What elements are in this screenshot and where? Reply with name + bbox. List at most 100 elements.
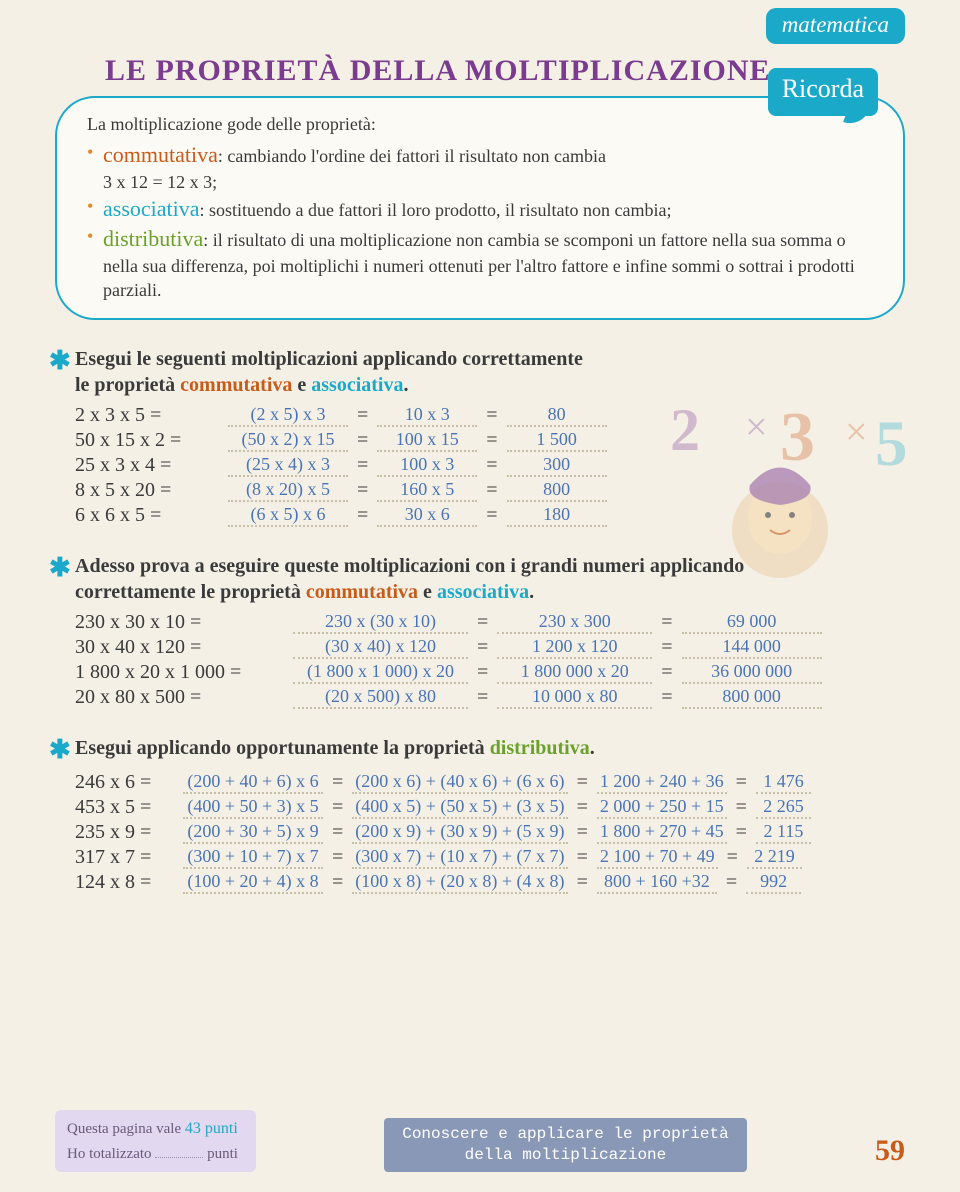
- exercise-2-title: Adesso prova a eseguire queste moltiplic…: [75, 553, 905, 605]
- calc-row: 453 x 5 =(400 + 50 + 3) x 5=(400 x 5) + …: [75, 796, 905, 819]
- answer-field[interactable]: 2 000 + 250 + 15: [597, 796, 727, 819]
- answer-field[interactable]: 1 800 + 270 + 45: [597, 821, 727, 844]
- reminder-commutativa: commutativa: cambiando l'ordine dei fatt…: [87, 140, 873, 170]
- lhs: 8 x 5 x 20 =: [75, 479, 225, 502]
- answer-field[interactable]: (200 + 30 + 5) x 9: [183, 821, 323, 844]
- calc-row: 6 x 6 x 5 =(6 x 5) x 6=30 x 6=180: [75, 504, 905, 527]
- lhs: 30 x 40 x 120 =: [75, 636, 290, 659]
- answer-field[interactable]: 300: [507, 454, 607, 477]
- answer-field[interactable]: 100 x 15: [377, 429, 477, 452]
- answer-field[interactable]: 160 x 5: [377, 479, 477, 502]
- answer-field[interactable]: 36 000 000: [682, 661, 822, 684]
- lhs: 6 x 6 x 5 =: [75, 504, 225, 527]
- calc-row: 8 x 5 x 20 =(8 x 20) x 5=160 x 5=800: [75, 479, 905, 502]
- label-commutativa: commutativa: [103, 142, 218, 167]
- answer-field[interactable]: 1 200 x 120: [497, 636, 652, 659]
- calc-row: 20 x 80 x 500 =(20 x 500) x 80=10 000 x …: [75, 686, 905, 709]
- answer-field[interactable]: (200 x 9) + (30 x 9) + (5 x 9): [352, 821, 567, 844]
- reminder-box: La moltiplicazione gode delle proprietà:…: [55, 96, 905, 320]
- footer-title: Conoscere e applicare le proprietàdella …: [384, 1118, 746, 1172]
- answer-field[interactable]: 2 219: [747, 846, 802, 869]
- subject-badge: matematica: [766, 8, 905, 44]
- answer-field[interactable]: (2 x 5) x 3: [228, 404, 348, 427]
- answer-field[interactable]: 1 200 + 240 + 36: [597, 771, 727, 794]
- calc-row: 2 x 3 x 5 =(2 x 5) x 3=10 x 3=80: [75, 404, 905, 427]
- answer-field[interactable]: (8 x 20) x 5: [228, 479, 348, 502]
- exercise-3: ✱ Esegui applicando opportunamente la pr…: [55, 735, 905, 894]
- reminder-intro: La moltiplicazione gode delle proprietà:: [87, 112, 873, 136]
- calc-row: 124 x 8 =(100 + 20 + 4) x 8=(100 x 8) + …: [75, 871, 905, 894]
- exercise-1: ✱ Esegui le seguenti moltiplicazioni app…: [55, 346, 905, 527]
- example-commutativa: 3 x 12 = 12 x 3;: [87, 170, 873, 194]
- calc-row: 50 x 15 x 2 =(50 x 2) x 15=100 x 15=1 50…: [75, 429, 905, 452]
- lhs: 246 x 6 =: [75, 771, 180, 794]
- answer-field[interactable]: 992: [746, 871, 801, 894]
- lhs: 50 x 15 x 2 =: [75, 429, 225, 452]
- page-number: 59: [875, 1134, 905, 1172]
- answer-field[interactable]: 800 + 160 +32: [597, 871, 717, 894]
- answer-field[interactable]: (200 + 40 + 6) x 6: [183, 771, 323, 794]
- answer-field[interactable]: 1 500: [507, 429, 607, 452]
- answer-field[interactable]: (100 x 8) + (20 x 8) + (4 x 8): [352, 871, 567, 894]
- answer-field[interactable]: 2 115: [756, 821, 811, 844]
- answer-field[interactable]: 2 265: [756, 796, 811, 819]
- answer-field[interactable]: 10 x 3: [377, 404, 477, 427]
- answer-field[interactable]: 30 x 6: [377, 504, 477, 527]
- calc-row: 317 x 7 =(300 + 10 + 7) x 7=(300 x 7) + …: [75, 846, 905, 869]
- answer-field[interactable]: (300 x 7) + (10 x 7) + (7 x 7): [352, 846, 567, 869]
- answer-field[interactable]: (400 x 5) + (50 x 5) + (3 x 5): [352, 796, 567, 819]
- lhs: 317 x 7 =: [75, 846, 180, 869]
- answer-field[interactable]: (100 + 20 + 4) x 8: [183, 871, 323, 894]
- lhs: 20 x 80 x 500 =: [75, 686, 290, 709]
- calc-row: 25 x 3 x 4 =(25 x 4) x 3=100 x 3=300: [75, 454, 905, 477]
- text-distributiva: : il risultato di una moltiplicazione no…: [103, 230, 855, 300]
- answer-field[interactable]: (25 x 4) x 3: [228, 454, 348, 477]
- answer-field[interactable]: 10 000 x 80: [497, 686, 652, 709]
- answer-field[interactable]: 800 000: [682, 686, 822, 709]
- answer-field[interactable]: (400 + 50 + 3) x 5: [183, 796, 323, 819]
- answer-field[interactable]: 800: [507, 479, 607, 502]
- answer-field[interactable]: 144 000: [682, 636, 822, 659]
- star-icon: ✱: [49, 346, 71, 376]
- ricorda-badge: Ricorda: [768, 68, 878, 116]
- answer-field[interactable]: 80: [507, 404, 607, 427]
- star-icon: ✱: [49, 735, 71, 765]
- answer-field[interactable]: (300 + 10 + 7) x 7: [183, 846, 323, 869]
- text-commutativa: : cambiando l'ordine dei fattori il risu…: [218, 146, 606, 166]
- points-box: Questa pagina vale 43 punti Ho totalizza…: [55, 1110, 256, 1172]
- lhs: 124 x 8 =: [75, 871, 180, 894]
- footer: Questa pagina vale 43 punti Ho totalizza…: [55, 1110, 905, 1172]
- answer-field[interactable]: 1 800 000 x 20: [497, 661, 652, 684]
- calc-row: 246 x 6 =(200 + 40 + 6) x 6=(200 x 6) + …: [75, 771, 905, 794]
- exercise-2: ✱ Adesso prova a eseguire queste moltipl…: [55, 553, 905, 709]
- exercise-3-title: Esegui applicando opportunamente la prop…: [75, 735, 905, 761]
- answer-field[interactable]: 1 476: [756, 771, 811, 794]
- exercise-1-title: Esegui le seguenti moltiplicazioni appli…: [75, 346, 905, 398]
- answer-field[interactable]: (50 x 2) x 15: [228, 429, 348, 452]
- lhs: 235 x 9 =: [75, 821, 180, 844]
- text-associativa: : sostituendo a due fattori il loro prod…: [200, 200, 672, 220]
- reminder-distributiva: distributiva: il risultato di una moltip…: [87, 224, 873, 302]
- lhs: 2 x 3 x 5 =: [75, 404, 225, 427]
- calc-row: 30 x 40 x 120 =(30 x 40) x 120=1 200 x 1…: [75, 636, 905, 659]
- answer-field[interactable]: (200 x 6) + (40 x 6) + (6 x 6): [352, 771, 567, 794]
- reminder-associativa: associativa: sostituendo a due fattori i…: [87, 194, 873, 224]
- star-icon: ✱: [49, 553, 71, 583]
- lhs: 230 x 30 x 10 =: [75, 611, 290, 634]
- answer-field[interactable]: 69 000: [682, 611, 822, 634]
- calc-row: 1 800 x 20 x 1 000 =(1 800 x 1 000) x 20…: [75, 661, 905, 684]
- answer-field[interactable]: (1 800 x 1 000) x 20: [293, 661, 468, 684]
- label-associativa: associativa: [103, 196, 200, 221]
- calc-row: 230 x 30 x 10 =230 x (30 x 10)=230 x 300…: [75, 611, 905, 634]
- answer-field[interactable]: 230 x (30 x 10): [293, 611, 468, 634]
- answer-field[interactable]: (30 x 40) x 120: [293, 636, 468, 659]
- answer-field[interactable]: 180: [507, 504, 607, 527]
- answer-field[interactable]: 230 x 300: [497, 611, 652, 634]
- lhs: 453 x 5 =: [75, 796, 180, 819]
- lhs: 25 x 3 x 4 =: [75, 454, 225, 477]
- answer-field[interactable]: 2 100 + 70 + 49: [597, 846, 718, 869]
- points-blank[interactable]: [155, 1157, 203, 1158]
- answer-field[interactable]: 100 x 3: [377, 454, 477, 477]
- answer-field[interactable]: (20 x 500) x 80: [293, 686, 468, 709]
- answer-field[interactable]: (6 x 5) x 6: [228, 504, 348, 527]
